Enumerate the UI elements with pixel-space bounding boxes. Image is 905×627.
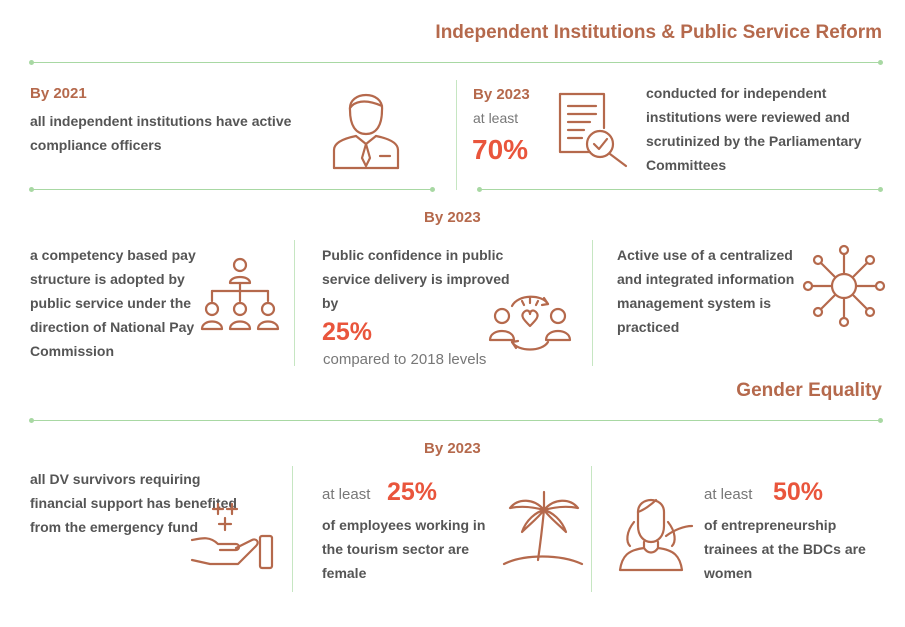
document-magnifier-icon [556, 90, 630, 168]
divider-row1-right [477, 187, 883, 192]
divider-top [29, 60, 883, 65]
public-confidence-text: Public confidence in public service deli… [322, 247, 510, 311]
by-2023-label-row3: By 2023 [424, 440, 481, 457]
network-hub-icon [802, 244, 886, 328]
woman-icon [608, 482, 696, 574]
parliamentary-review-text: conducted for independent institutions w… [646, 85, 862, 173]
percent-70: 70% [472, 134, 529, 165]
percent-25-tourism: 25% [387, 478, 438, 506]
hand-plus-icon [190, 500, 276, 574]
divider-row2-b [592, 240, 593, 366]
divider-row2-a [294, 240, 295, 366]
tourism-sector-text: of employees working in the tourism sect… [322, 517, 486, 581]
pay-structure-text: a competency based pay structure is adop… [30, 247, 196, 359]
dv-survivors-text: all DV survivors requiring financial sup… [30, 471, 237, 535]
people-heart-icon [488, 290, 572, 354]
officer-icon [328, 80, 404, 172]
divider-gender [29, 418, 883, 423]
at-least-label-row1: at least [473, 110, 519, 126]
compliance-officers-text: all independent institutions have active… [30, 113, 292, 153]
entrepreneurship-text: of entrepreneurship trainees at the BDCs… [704, 517, 866, 581]
by-2023-label-row2: By 2023 [424, 209, 481, 226]
divider-row1-left [29, 187, 435, 192]
at-least-label-tourism: at least [322, 486, 371, 503]
at-least-label-bdc: at least [704, 486, 753, 503]
palm-tree-icon [500, 490, 586, 570]
divider-row1-vertical [456, 80, 457, 190]
percent-50-bdc: 50% [773, 478, 824, 506]
reform-section-title: Independent Institutions & Public Servic… [435, 22, 882, 43]
gender-section-title: Gender Equality [736, 380, 882, 401]
divider-row3-a [292, 466, 293, 592]
information-system-text: Active use of a centralized and integrat… [617, 247, 795, 335]
compared-2018-text: compared to 2018 levels [323, 351, 487, 368]
org-chart-icon [200, 255, 280, 337]
by-2023-label-row1: By 2023 [473, 86, 530, 103]
by-2021-label: By 2021 [30, 85, 87, 102]
divider-row3-b [591, 466, 592, 592]
percent-25-confidence: 25% [322, 318, 373, 346]
